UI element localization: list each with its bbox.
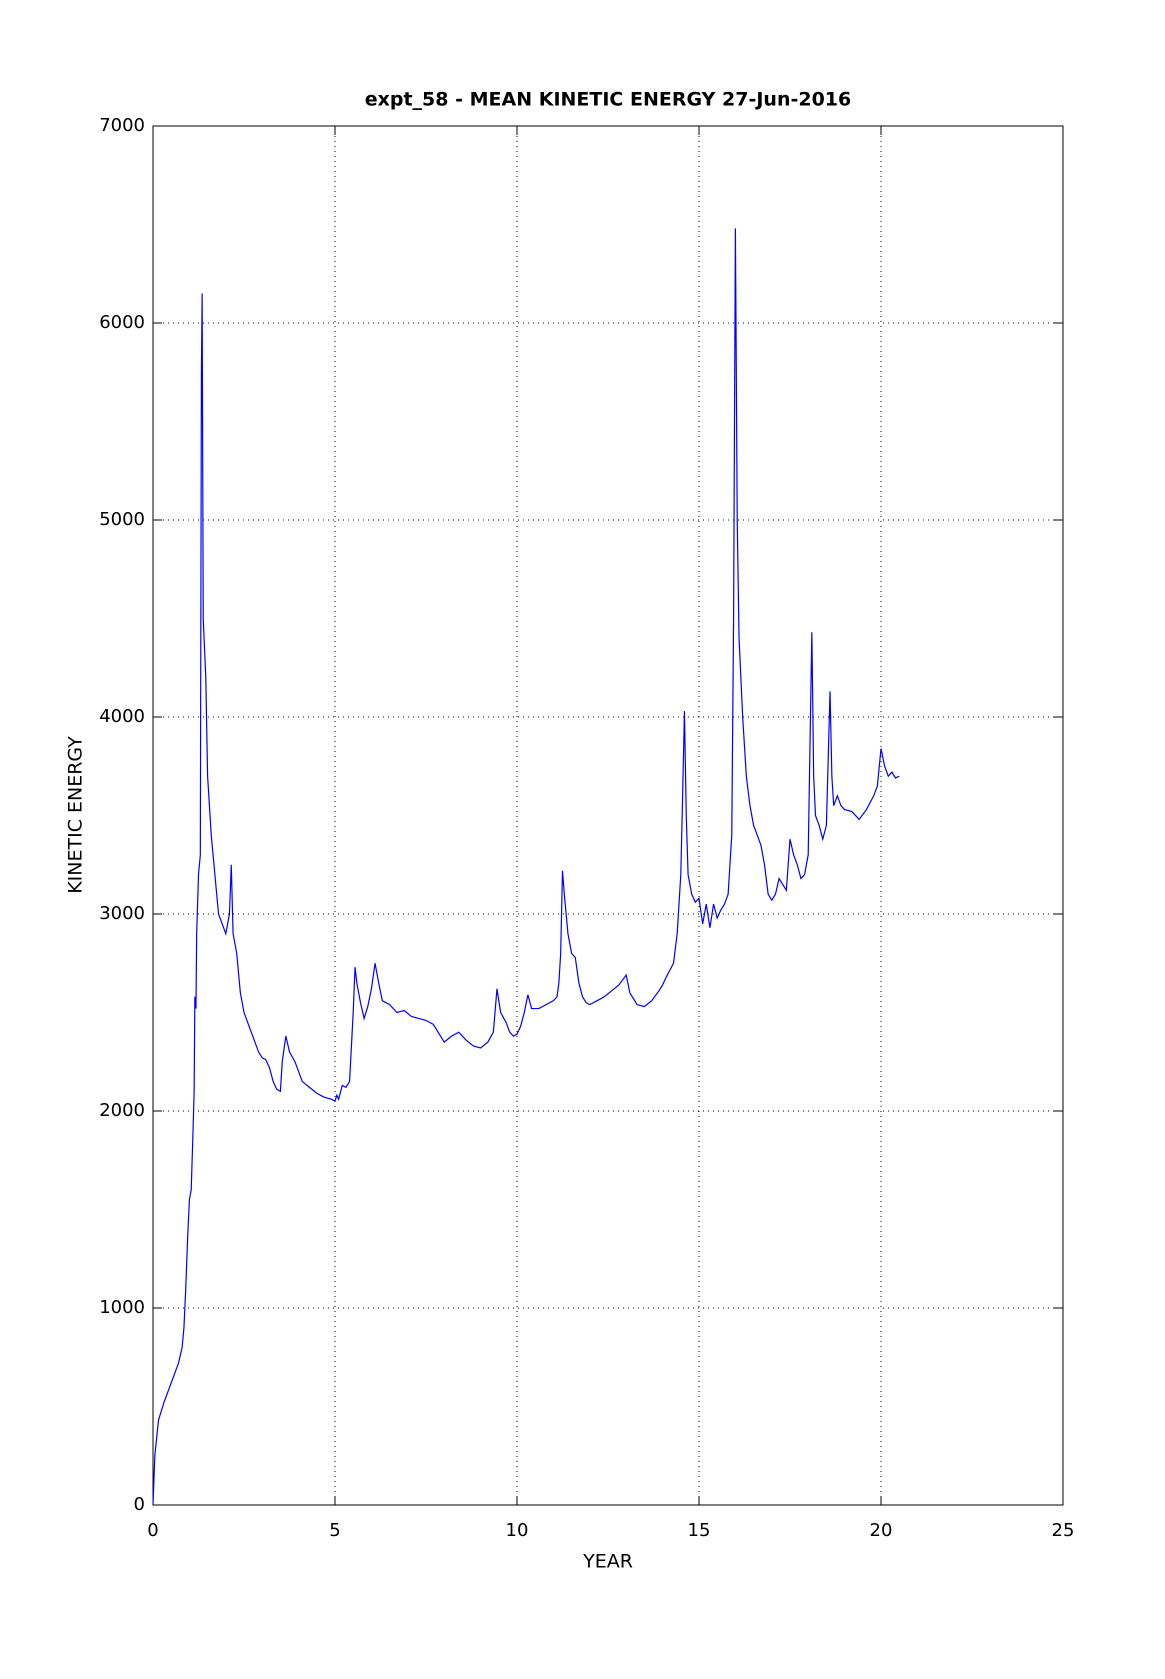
- x-tick-label: 25: [1052, 1520, 1075, 1541]
- y-axis-label: KINETIC ENERGY: [65, 736, 87, 894]
- y-tick-label: 4000: [99, 706, 145, 727]
- y-tick-label: 6000: [99, 312, 145, 333]
- x-tick-label: 20: [870, 1520, 893, 1541]
- plot-frame: [152, 125, 1064, 1506]
- y-tick-label: 2000: [99, 1100, 145, 1121]
- y-tick-label: 1000: [99, 1297, 145, 1318]
- x-tick-label: 15: [688, 1520, 711, 1541]
- y-tick-label: 5000: [99, 509, 145, 530]
- x-axis-label: YEAR: [582, 1551, 633, 1573]
- y-tick-label: 3000: [99, 903, 145, 924]
- x-tick-label: 0: [147, 1520, 158, 1541]
- x-tick-label: 5: [329, 1520, 340, 1541]
- chart-title: expt_58 - MEAN KINETIC ENERGY 27-Jun-201…: [365, 89, 852, 111]
- y-tick-label: 0: [134, 1494, 145, 1515]
- x-tick-label: 10: [506, 1520, 529, 1541]
- data-line: [152, 228, 900, 1506]
- y-tick-label: 7000: [99, 115, 145, 136]
